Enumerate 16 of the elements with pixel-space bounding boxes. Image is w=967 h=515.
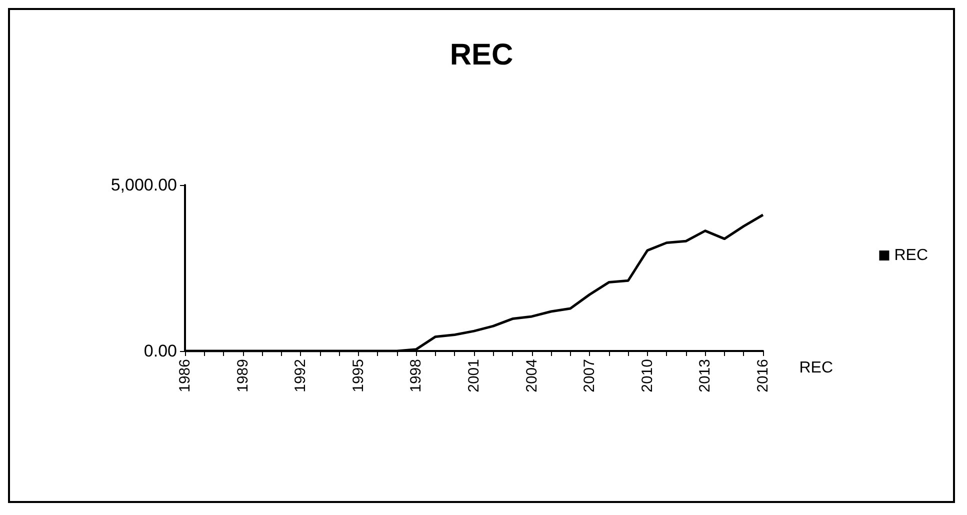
x-tick-label: 2001: [466, 359, 482, 392]
x-tick-label: 2007: [581, 359, 598, 392]
x-tick-label: 2010: [638, 359, 656, 392]
x-tick-label: 1986: [176, 359, 194, 392]
legend-label: REC: [894, 247, 928, 264]
x-tick-label: 1989: [234, 359, 252, 392]
x-tick-label: 1992: [292, 359, 310, 392]
x-tick-label: 2013: [696, 359, 714, 392]
text: REC: [799, 360, 833, 376]
x-tick-label: 1998: [408, 359, 425, 392]
chart-title: REC: [450, 38, 514, 72]
y-tick-label: 5,000.00: [110, 176, 177, 194]
y-tick-label: 0.00: [144, 342, 177, 360]
x-tick-label: 2016: [754, 359, 772, 392]
x-tick-label: 1995: [350, 359, 367, 392]
x-tick-label: 2004: [523, 359, 540, 392]
